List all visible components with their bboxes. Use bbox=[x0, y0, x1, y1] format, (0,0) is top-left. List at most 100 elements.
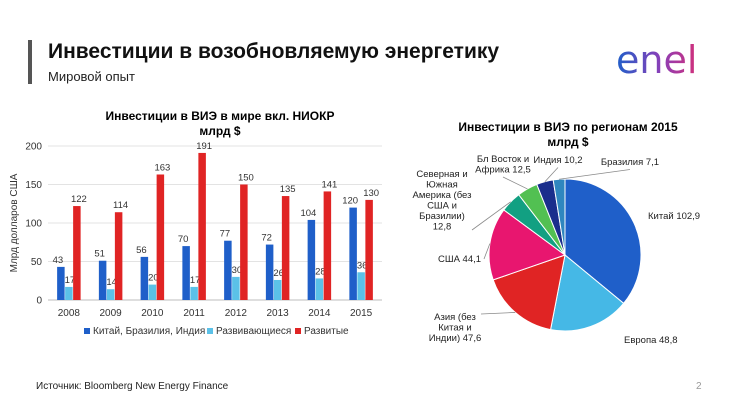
legend-label: Развитые bbox=[304, 326, 349, 337]
bar-value-label: 120 bbox=[342, 196, 358, 207]
pie-slice-label: Бл Восток и Африка 12,5 bbox=[475, 154, 531, 176]
pie-leader-line bbox=[559, 169, 631, 180]
x-tick-label: 2009 bbox=[100, 308, 123, 319]
bar bbox=[73, 206, 81, 300]
pie-leader-line bbox=[471, 201, 511, 231]
x-tick-label: 2008 bbox=[58, 308, 81, 319]
bar bbox=[182, 246, 190, 300]
bar bbox=[57, 266, 65, 300]
bar bbox=[349, 207, 357, 300]
bar-chart-title: Инвестиции в ВИЭ в мире вкл. НИОКР bbox=[106, 109, 335, 123]
pie-slice-label: Азия (без Китая и Индии) 47,6 bbox=[429, 312, 482, 344]
bar-value-label: 26 bbox=[273, 268, 284, 279]
pie-chart-subtitle: млрд $ bbox=[547, 135, 588, 149]
legend-swatch bbox=[207, 328, 213, 334]
pie-slice-label: США 44,1 bbox=[438, 254, 481, 265]
pie-slice bbox=[488, 209, 567, 281]
legend-swatch bbox=[84, 328, 90, 334]
page-title: Инвестиции в возобновляемую энергетику bbox=[48, 40, 500, 63]
y-axis-label: Млрд долларов США bbox=[9, 173, 20, 272]
page-subtitle: Мировой опыт bbox=[48, 69, 135, 84]
bar-value-label: 17 bbox=[190, 275, 201, 286]
pie-slice-label: Северная и Южная Америка (без США и Бразилии… bbox=[413, 169, 472, 233]
bar-value-label: 130 bbox=[363, 188, 379, 199]
bar-value-label: 43 bbox=[53, 255, 64, 266]
legend-label: Развивающиеся bbox=[216, 326, 291, 337]
legend-label: Китай, Бразилия, Индия bbox=[93, 326, 205, 337]
bar bbox=[224, 240, 232, 300]
y-tick-label: 50 bbox=[31, 257, 43, 268]
bar bbox=[114, 212, 123, 300]
y-tick-label: 0 bbox=[36, 296, 42, 307]
enel-logo: enel bbox=[616, 40, 697, 80]
bar-value-label: 104 bbox=[300, 208, 316, 219]
bar bbox=[106, 289, 115, 300]
y-tick-label: 150 bbox=[25, 180, 42, 191]
bar bbox=[148, 284, 157, 300]
bar-value-label: 70 bbox=[178, 234, 189, 245]
bar-value-label: 28 bbox=[315, 266, 326, 277]
bar-value-label: 122 bbox=[71, 194, 87, 205]
bar-value-label: 135 bbox=[280, 184, 296, 195]
pie-slice bbox=[564, 178, 642, 305]
x-tick-label: 2010 bbox=[141, 308, 164, 319]
bar-value-label: 114 bbox=[113, 200, 128, 211]
bar bbox=[240, 184, 248, 300]
bar-value-label: 51 bbox=[94, 249, 105, 260]
bar-value-label: 56 bbox=[136, 245, 147, 256]
pie-slice bbox=[552, 178, 566, 256]
bar-value-label: 72 bbox=[261, 233, 272, 244]
page-number: 2 bbox=[696, 381, 702, 392]
bar bbox=[273, 279, 282, 300]
bar bbox=[98, 260, 107, 300]
source-note: Источник: Bloomberg New Energy Finance bbox=[36, 381, 229, 392]
enel-logo-text: enel bbox=[616, 40, 697, 80]
legend-swatch bbox=[295, 328, 301, 334]
bar bbox=[265, 244, 274, 300]
bar bbox=[156, 174, 165, 300]
y-tick-label: 100 bbox=[25, 219, 42, 230]
bar bbox=[198, 152, 206, 300]
bar-value-label: 14 bbox=[106, 277, 117, 288]
bar bbox=[281, 196, 290, 300]
bar-value-label: 20 bbox=[148, 273, 159, 284]
bar-value-label: 163 bbox=[154, 162, 170, 173]
pie-slice bbox=[549, 254, 625, 332]
bar-value-label: 17 bbox=[65, 275, 76, 286]
bar-chart-subtitle: млрд $ bbox=[199, 124, 240, 138]
bar bbox=[315, 278, 324, 300]
x-tick-label: 2012 bbox=[225, 308, 248, 319]
bar bbox=[190, 286, 198, 300]
pie-slice-label: Европа 48,8 bbox=[624, 335, 678, 346]
x-tick-label: 2015 bbox=[350, 308, 373, 319]
bar bbox=[232, 276, 240, 300]
y-tick-label: 200 bbox=[25, 142, 42, 153]
x-tick-label: 2011 bbox=[183, 308, 205, 319]
bar bbox=[323, 191, 332, 300]
bar-value-label: 36 bbox=[357, 260, 368, 271]
pie-leader-line bbox=[502, 176, 528, 190]
x-tick-label: 2013 bbox=[267, 308, 290, 319]
pie-slice bbox=[492, 254, 566, 331]
bar-value-label: 191 bbox=[196, 141, 212, 152]
pie-leader-line bbox=[483, 243, 491, 260]
bar-value-label: 30 bbox=[232, 265, 243, 276]
bar bbox=[365, 199, 373, 300]
bar-value-label: 141 bbox=[321, 179, 337, 190]
pie-leader-line bbox=[480, 312, 516, 315]
bar bbox=[307, 219, 316, 300]
pie-chart-title: Инвестиции в ВИЭ по регионам 2015 bbox=[458, 120, 678, 134]
bar-value-label: 77 bbox=[220, 229, 231, 240]
pie-slice-label: Индия 10,2 bbox=[533, 155, 582, 166]
bar-value-label: 150 bbox=[238, 173, 254, 184]
x-tick-label: 2014 bbox=[308, 308, 331, 319]
title-accent-bar bbox=[28, 40, 32, 84]
bar bbox=[65, 286, 73, 300]
pie-leader-line bbox=[544, 167, 559, 182]
pie-slice-label: Китай 102,9 bbox=[648, 211, 700, 222]
bar bbox=[140, 256, 149, 300]
pie-slice-label: Бразилия 7,1 bbox=[601, 157, 659, 168]
bar bbox=[357, 272, 365, 300]
